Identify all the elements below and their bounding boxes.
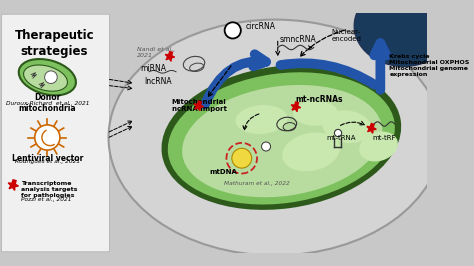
Circle shape	[45, 71, 57, 84]
Circle shape	[35, 125, 60, 150]
Text: circRNA: circRNA	[246, 22, 275, 31]
Text: lncRNA: lncRNA	[145, 77, 172, 86]
Text: Nandi et al.,
2021: Nandi et al., 2021	[137, 48, 175, 58]
Text: Pozzi et al., 2021: Pozzi et al., 2021	[21, 197, 72, 202]
Text: Mathuram et al., 2022: Mathuram et al., 2022	[224, 181, 290, 186]
Ellipse shape	[236, 105, 288, 134]
Ellipse shape	[282, 132, 340, 171]
Text: mtDNA: mtDNA	[210, 169, 237, 175]
Text: Krebs cycle
Mitochondrial OXPHOS
Mitochondrial genome
expression: Krebs cycle Mitochondrial OXPHOS Mitocho…	[389, 54, 470, 77]
Ellipse shape	[293, 101, 338, 126]
Polygon shape	[165, 52, 174, 61]
Circle shape	[262, 142, 271, 151]
Ellipse shape	[182, 85, 383, 197]
Text: Donor
mitochondria: Donor mitochondria	[18, 93, 76, 113]
Text: Lentiviral vector: Lentiviral vector	[12, 154, 83, 163]
Circle shape	[335, 129, 342, 137]
Text: Rodrigues et al., 2021: Rodrigues et al., 2021	[15, 159, 80, 164]
Text: Nuclear-
encoded: Nuclear- encoded	[332, 30, 362, 43]
Ellipse shape	[24, 65, 67, 91]
Ellipse shape	[109, 20, 442, 255]
Text: Mitochondrial
ncRNA import: Mitochondrial ncRNA import	[172, 99, 227, 113]
FancyBboxPatch shape	[1, 14, 109, 252]
Text: miRNA: miRNA	[140, 64, 166, 73]
Text: mt-tRNA: mt-tRNA	[326, 135, 356, 140]
Text: mt-tRF: mt-tRF	[372, 135, 396, 140]
Text: Transcriptome
analysis targets
for pathologies: Transcriptome analysis targets for patho…	[21, 181, 78, 198]
Ellipse shape	[322, 110, 372, 143]
Ellipse shape	[162, 65, 401, 210]
Text: smncRNA: smncRNA	[280, 35, 316, 44]
Ellipse shape	[359, 131, 398, 161]
Ellipse shape	[168, 72, 395, 205]
Polygon shape	[8, 180, 18, 190]
Text: mt-ncRNAs: mt-ncRNAs	[296, 95, 343, 104]
Text: Therapeutic
strategies: Therapeutic strategies	[15, 30, 94, 59]
Ellipse shape	[354, 0, 453, 66]
Polygon shape	[194, 101, 203, 111]
Polygon shape	[291, 102, 301, 112]
Circle shape	[225, 22, 241, 39]
Ellipse shape	[19, 59, 76, 95]
Text: Duroux-Richard  et al., 2021: Duroux-Richard et al., 2021	[6, 101, 89, 106]
Polygon shape	[367, 123, 376, 133]
Circle shape	[232, 148, 252, 168]
